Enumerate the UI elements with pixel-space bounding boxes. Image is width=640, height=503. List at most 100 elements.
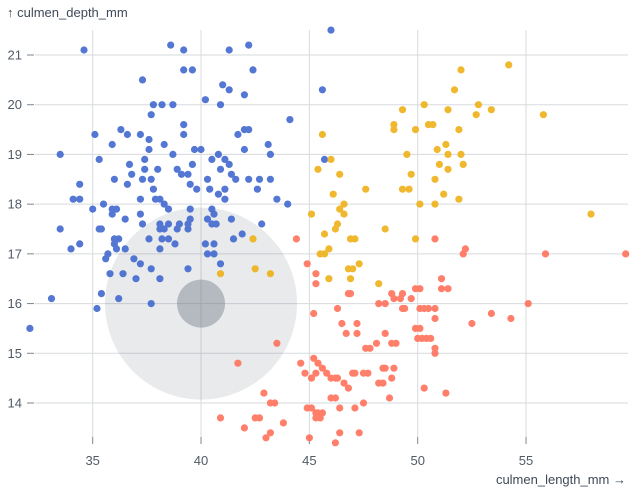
data-point[interactable] bbox=[424, 304, 433, 313]
data-point[interactable] bbox=[245, 126, 253, 134]
data-point[interactable] bbox=[431, 349, 439, 357]
data-point[interactable] bbox=[442, 140, 450, 149]
data-point[interactable] bbox=[349, 265, 357, 273]
data-point[interactable] bbox=[91, 130, 99, 139]
data-point[interactable] bbox=[266, 175, 274, 183]
data-point[interactable] bbox=[320, 230, 329, 238]
data-point[interactable] bbox=[117, 126, 125, 134]
data-point[interactable] bbox=[212, 220, 220, 228]
data-point[interactable] bbox=[56, 225, 64, 233]
data-point[interactable] bbox=[461, 245, 469, 253]
data-point[interactable] bbox=[154, 165, 162, 173]
data-point[interactable] bbox=[130, 255, 138, 263]
data-point[interactable] bbox=[524, 300, 532, 308]
data-point[interactable] bbox=[206, 185, 214, 193]
data-point[interactable] bbox=[375, 280, 383, 288]
data-point[interactable] bbox=[310, 309, 318, 318]
data-point[interactable] bbox=[420, 384, 428, 392]
data-point[interactable] bbox=[310, 354, 318, 362]
data-point[interactable] bbox=[444, 150, 452, 158]
data-point[interactable] bbox=[307, 404, 316, 412]
data-point[interactable] bbox=[203, 250, 212, 258]
data-point[interactable] bbox=[336, 205, 344, 213]
data-point[interactable] bbox=[320, 155, 329, 163]
data-point[interactable] bbox=[505, 61, 513, 69]
data-point[interactable] bbox=[76, 195, 84, 203]
data-point[interactable] bbox=[76, 240, 84, 248]
data-point[interactable] bbox=[379, 379, 387, 387]
data-point[interactable] bbox=[76, 180, 84, 188]
data-point[interactable] bbox=[93, 304, 101, 313]
data-point[interactable] bbox=[303, 260, 311, 268]
data-point[interactable] bbox=[264, 140, 272, 149]
data-point[interactable] bbox=[273, 339, 281, 347]
data-point[interactable] bbox=[184, 225, 192, 233]
data-point[interactable] bbox=[327, 26, 335, 34]
data-point[interactable] bbox=[147, 300, 155, 308]
data-point[interactable] bbox=[221, 155, 229, 163]
data-point[interactable] bbox=[266, 429, 274, 437]
data-point[interactable] bbox=[312, 369, 320, 377]
lens-outer-circle[interactable] bbox=[105, 207, 298, 400]
data-point[interactable] bbox=[329, 190, 337, 198]
data-point[interactable] bbox=[318, 130, 326, 139]
data-point[interactable] bbox=[359, 399, 368, 407]
lens-inner-circle[interactable] bbox=[177, 279, 226, 328]
data-point[interactable] bbox=[225, 160, 233, 168]
data-point[interactable] bbox=[325, 275, 333, 283]
data-point[interactable] bbox=[169, 101, 177, 109]
data-point[interactable] bbox=[173, 165, 181, 173]
data-point[interactable] bbox=[214, 190, 222, 198]
data-point[interactable] bbox=[190, 145, 199, 154]
data-point[interactable] bbox=[301, 369, 309, 377]
data-point[interactable] bbox=[444, 285, 452, 293]
data-point[interactable] bbox=[344, 384, 352, 392]
data-point[interactable] bbox=[331, 439, 339, 447]
data-point[interactable] bbox=[262, 434, 270, 442]
data-point[interactable] bbox=[622, 250, 630, 258]
data-point[interactable] bbox=[225, 46, 233, 54]
data-point[interactable] bbox=[340, 210, 348, 218]
data-point[interactable] bbox=[364, 369, 372, 377]
data-point[interactable] bbox=[186, 180, 194, 188]
data-point[interactable] bbox=[216, 270, 225, 278]
data-point[interactable] bbox=[541, 250, 550, 258]
data-point[interactable] bbox=[136, 210, 144, 218]
data-point[interactable] bbox=[227, 215, 235, 223]
data-point[interactable] bbox=[444, 165, 452, 173]
data-point[interactable] bbox=[327, 155, 335, 163]
data-point[interactable] bbox=[433, 145, 441, 154]
data-point[interactable] bbox=[147, 175, 155, 183]
data-point[interactable] bbox=[437, 275, 446, 283]
data-point[interactable] bbox=[210, 240, 218, 248]
data-point[interactable] bbox=[216, 101, 225, 109]
data-point[interactable] bbox=[225, 86, 233, 94]
data-point[interactable] bbox=[292, 235, 300, 243]
data-point[interactable] bbox=[26, 324, 34, 332]
data-point[interactable] bbox=[160, 200, 168, 208]
data-point[interactable] bbox=[312, 280, 320, 288]
data-point[interactable] bbox=[323, 369, 331, 377]
data-point[interactable] bbox=[180, 66, 188, 74]
data-point[interactable] bbox=[398, 106, 407, 114]
data-point[interactable] bbox=[221, 195, 229, 203]
data-point[interactable] bbox=[112, 245, 121, 253]
data-point[interactable] bbox=[305, 434, 313, 442]
data-point[interactable] bbox=[249, 66, 257, 74]
data-point[interactable] bbox=[390, 121, 398, 129]
data-point[interactable] bbox=[266, 270, 274, 278]
data-point[interactable] bbox=[188, 66, 196, 74]
data-point[interactable] bbox=[110, 175, 118, 183]
data-point[interactable] bbox=[138, 175, 147, 183]
data-point[interactable] bbox=[340, 379, 348, 387]
data-point[interactable] bbox=[362, 185, 370, 193]
data-point[interactable] bbox=[286, 116, 294, 124]
data-point[interactable] bbox=[156, 275, 164, 283]
data-point[interactable] bbox=[424, 121, 433, 129]
data-point[interactable] bbox=[459, 160, 467, 168]
data-point[interactable] bbox=[375, 300, 383, 308]
data-point[interactable] bbox=[307, 210, 316, 218]
data-point[interactable] bbox=[121, 245, 129, 253]
data-point[interactable] bbox=[123, 130, 131, 139]
